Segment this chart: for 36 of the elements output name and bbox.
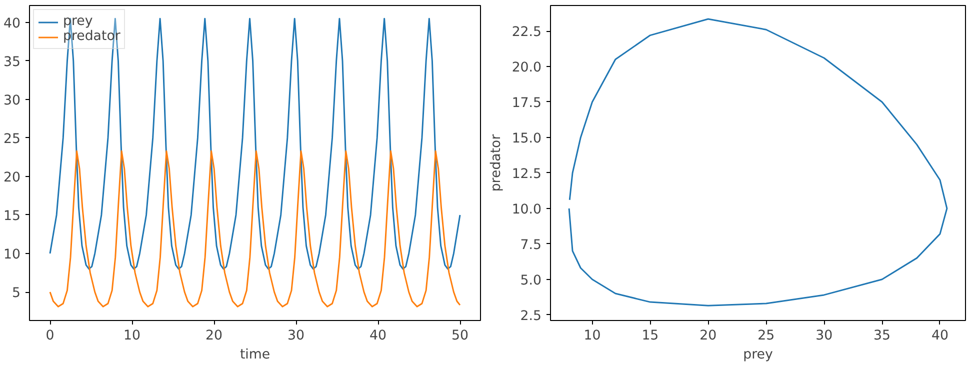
x-axis-title: prey xyxy=(743,348,773,362)
x-tick-label: 10 xyxy=(584,328,601,344)
x-tick-label: 35 xyxy=(874,328,891,344)
y-tick-label: 7.5 xyxy=(520,238,542,253)
y-tick-label: 5.0 xyxy=(520,273,542,288)
y-tick-label: 5 xyxy=(12,286,21,302)
x-tick-label: 30 xyxy=(288,328,304,344)
y-tick-label: 20.0 xyxy=(512,60,542,76)
y-tick-label: 12.5 xyxy=(512,166,542,182)
y-tick-label: 15.0 xyxy=(512,131,542,146)
y-tick-label: 15 xyxy=(4,208,21,224)
y-tick-label: 20 xyxy=(4,170,21,186)
x-axis-title: time xyxy=(240,348,270,362)
x-tick-label: 20 xyxy=(206,328,222,344)
line-series xyxy=(568,18,948,306)
y-tick-label: 25 xyxy=(4,132,21,147)
x-tick-label: 20 xyxy=(700,328,717,344)
x-tick-label: 30 xyxy=(816,328,833,344)
x-tick-label: 15 xyxy=(642,328,659,344)
x-tick-label: 10 xyxy=(124,328,140,344)
line-series xyxy=(49,18,461,270)
y-axis-title: predator xyxy=(488,134,504,192)
y-tick-label: 10.0 xyxy=(512,202,542,218)
y-tick-label: 35 xyxy=(4,54,21,70)
x-tick-label: 40 xyxy=(932,328,948,344)
x-tick-label: 50 xyxy=(452,328,468,344)
x-tick-label: 40 xyxy=(370,328,386,344)
y-tick-label: 10 xyxy=(4,247,21,262)
x-tick-label: 0 xyxy=(46,328,54,344)
y-tick-label: 30 xyxy=(4,93,21,108)
x-tick-label: 25 xyxy=(758,328,775,344)
y-tick-label: 2.5 xyxy=(520,308,542,324)
line-series xyxy=(49,150,461,308)
y-tick-label: 17.5 xyxy=(512,96,542,111)
y-tick-label: 22.5 xyxy=(512,25,542,40)
y-tick-label: 40 xyxy=(4,16,21,32)
